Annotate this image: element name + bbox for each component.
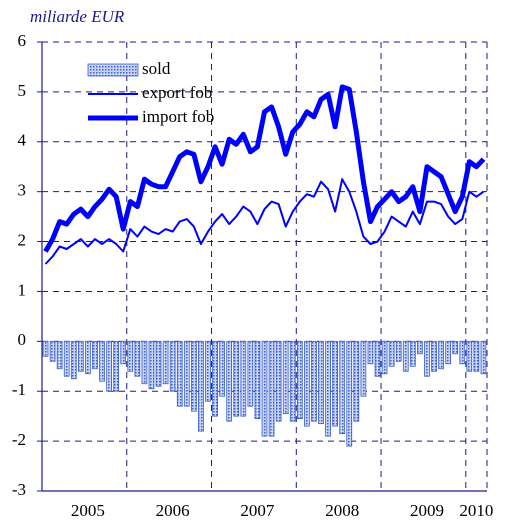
x-tick-label: 2005: [71, 501, 105, 520]
bar: [134, 340, 141, 377]
bar: [360, 340, 367, 397]
bar: [141, 340, 148, 385]
bar: [452, 340, 459, 355]
x-tick-label: 2008: [325, 501, 359, 520]
bar: [339, 340, 346, 435]
bar: [402, 340, 409, 372]
bar: [325, 340, 331, 437]
bar: [127, 340, 134, 372]
bar: [445, 340, 452, 365]
y-tick-label: -1: [12, 380, 26, 399]
legend-swatch: [87, 63, 139, 77]
y-tick-label: 4: [18, 131, 27, 150]
bar: [409, 340, 416, 367]
bar: [388, 340, 395, 367]
bar: [63, 340, 70, 377]
x-tick-label: 2007: [240, 501, 275, 520]
bar: [381, 340, 388, 375]
legend-label: sold: [142, 59, 171, 78]
y-tick-label: 5: [18, 81, 27, 100]
y-tick-label: -2: [12, 430, 26, 449]
bar: [353, 340, 360, 422]
x-tick-label: 2010: [459, 501, 493, 520]
line: [44, 178, 485, 265]
bar: [332, 340, 339, 427]
bar: [219, 340, 225, 397]
bar: [113, 340, 120, 392]
line: [43, 84, 486, 253]
bar: [169, 340, 176, 392]
bar: [367, 340, 374, 365]
bar: [374, 340, 381, 377]
y-tick-label: 2: [18, 230, 27, 249]
bar: [417, 340, 423, 355]
bar: [106, 340, 112, 392]
bar: [190, 340, 197, 412]
legend-label: import fob: [142, 107, 214, 126]
bar: [438, 340, 444, 370]
bar: [148, 340, 155, 390]
legend-label: export fob: [142, 83, 212, 102]
bar: [49, 340, 56, 362]
bar: [395, 340, 402, 362]
y-tick-label: -3: [12, 480, 26, 499]
bar: [77, 340, 84, 372]
bar: [42, 340, 49, 357]
bar: [176, 340, 183, 407]
y-tick-label: 1: [18, 280, 27, 299]
bar: [282, 340, 289, 415]
bar: [155, 340, 162, 387]
bar: [56, 340, 63, 370]
y-tick-label: 6: [18, 31, 27, 50]
bar: [247, 340, 254, 407]
bar: [424, 340, 430, 377]
bar: [318, 340, 324, 425]
bar: [70, 340, 77, 380]
bar: [226, 340, 233, 422]
bar: [346, 340, 353, 447]
bar: [205, 340, 211, 402]
bar: [311, 340, 317, 422]
chart-title: miliarde EUR: [30, 7, 125, 26]
bar: [473, 340, 480, 372]
bar: [261, 340, 268, 437]
bar: [99, 340, 105, 382]
bar: [254, 340, 261, 420]
bar: [459, 340, 466, 365]
bar: [480, 340, 487, 375]
bar: [92, 340, 98, 370]
y-tick-label: 0: [18, 330, 27, 349]
bar: [431, 340, 437, 372]
bar: [212, 340, 218, 417]
bar: [466, 340, 473, 372]
bar: [296, 340, 303, 420]
x-tick-label: 2009: [410, 501, 444, 520]
bar: [289, 340, 296, 422]
bar: [183, 340, 190, 407]
y-tick-label: 3: [18, 181, 27, 200]
bar: [120, 340, 127, 365]
bar: [233, 340, 240, 417]
bar: [198, 340, 204, 432]
bar: [85, 340, 91, 375]
bar: [268, 340, 275, 437]
bar: [162, 340, 169, 385]
x-tick-label: 2006: [156, 501, 190, 520]
bar: [240, 340, 247, 417]
bar: [275, 340, 282, 422]
bar: [304, 340, 310, 427]
